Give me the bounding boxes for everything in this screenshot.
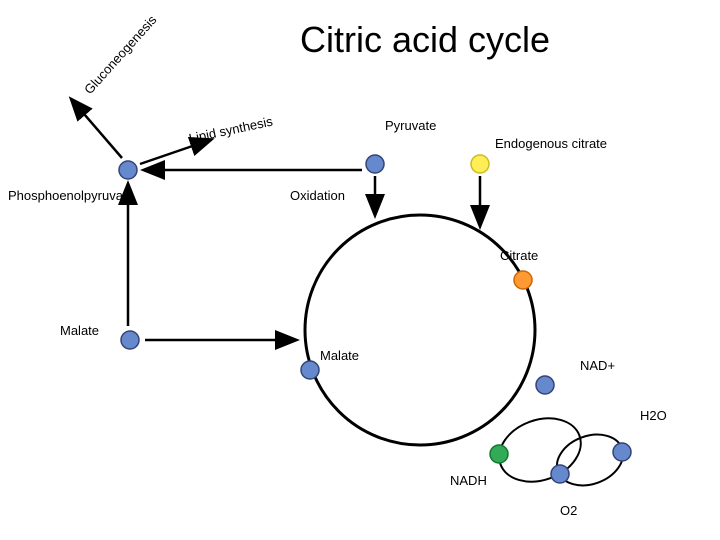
malate-ring-dot [301, 361, 319, 379]
diagram-canvas: Citric acid cycle Gluconeogenesis Lipid … [0, 0, 720, 540]
diagram-title: Citric acid cycle [300, 19, 550, 60]
nadh-label: NADH [450, 473, 487, 488]
nadplus-dot [536, 376, 554, 394]
citrate-dot [514, 271, 532, 289]
malate-right-label: Malate [320, 348, 359, 363]
labels-group: Gluconeogenesis Lipid synthesis Pyruvate… [8, 12, 667, 518]
endogenous-citrate-label: Endogenous citrate [495, 136, 607, 151]
o2-dot [551, 465, 569, 483]
nad-plus-label: NAD+ [580, 358, 615, 373]
malate-left-label: Malate [60, 323, 99, 338]
pep-to-gluc-arrow [72, 100, 122, 158]
pep-dot [119, 161, 137, 179]
malate-left-dot [121, 331, 139, 349]
citrate-label: Citrate [500, 248, 538, 263]
nadh-dot [490, 445, 508, 463]
endogenous-dot [471, 155, 489, 173]
lipid-synthesis-label: Lipid synthesis [188, 113, 275, 146]
o2-label: O2 [560, 503, 577, 518]
phosphoenolpyruvate-label: Phosphoenolpyruvate [8, 188, 134, 203]
h2o-label: H2O [640, 408, 667, 423]
arrows-group [72, 100, 480, 340]
pyruvate-label: Pyruvate [385, 118, 436, 133]
oxidation-label: Oxidation [290, 188, 345, 203]
h2o-dot [613, 443, 631, 461]
gluconeogenesis-label: Gluconeogenesis [81, 12, 160, 97]
pyruvate-dot [366, 155, 384, 173]
